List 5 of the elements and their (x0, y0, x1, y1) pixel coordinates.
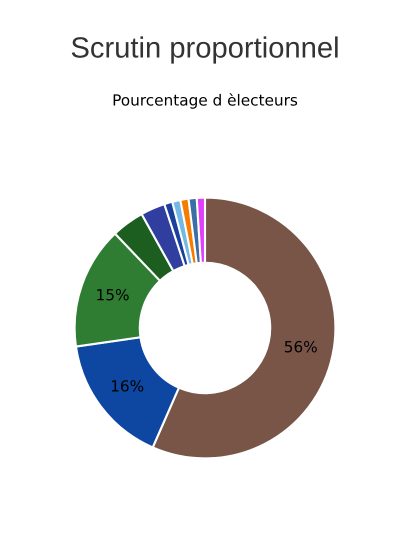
chart-title: Scrutin proportionnel (72, 36, 338, 64)
data-label: 16% (112, 380, 144, 392)
chart-subtitle: Pourcentage d èlecteurs (114, 93, 298, 109)
data-label: 56% (284, 340, 317, 352)
data-label: 15% (97, 288, 129, 300)
